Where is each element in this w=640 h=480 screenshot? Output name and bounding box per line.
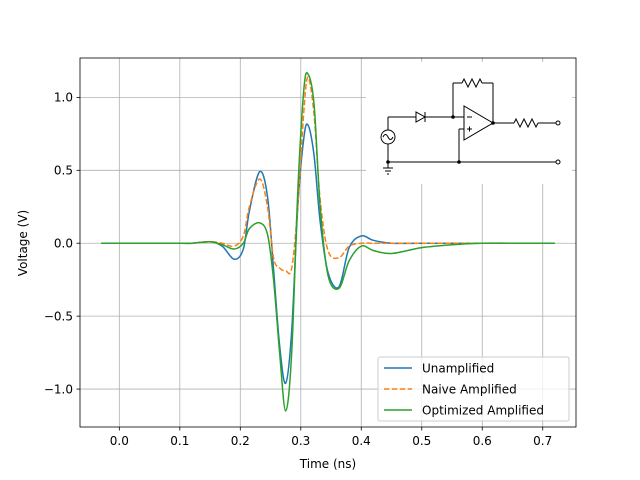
y-tick-label: 0.0: [54, 236, 73, 250]
y-tick-label: 0.5: [54, 164, 73, 178]
diode-icon: [415, 111, 427, 123]
legend-label-unamplified: Unamplified: [422, 362, 494, 376]
node-dot-output: [491, 121, 495, 125]
output-terminal-icon: [555, 120, 561, 126]
plot-frame: [79, 57, 577, 428]
series-lines: [101, 72, 555, 412]
x-tick-label: 0.0: [110, 434, 129, 448]
node-dot-ground-left: [386, 160, 390, 164]
axis-ticks: 0.0 0.1 0.2 0.3 0.4 0.5 0.6 0.7 −1.0 −0.5 0.0 0.5 1.…: [44, 91, 552, 448]
x-tick-label: 0.4: [352, 434, 371, 448]
x-tick-label: 0.3: [291, 434, 310, 448]
feedback-resistor-icon: [461, 77, 483, 89]
ground-terminal-icon: [555, 159, 561, 165]
y-tick-label: −1.0: [44, 382, 73, 396]
output-resistor-icon: [513, 117, 539, 129]
x-axis-label: Time (ns): [299, 457, 356, 471]
series-line-naive-amplified: [101, 76, 555, 275]
op-amp-icon: [463, 105, 494, 141]
ac-source-wave: [382, 134, 394, 140]
legend-label-optimized-amplified: Optimized Amplified: [422, 404, 544, 418]
y-tick-label: −0.5: [44, 309, 73, 323]
circuit-schematic-inset: [366, 62, 572, 184]
x-tick-label: 0.7: [533, 434, 552, 448]
y-axis-label: Voltage (V): [16, 210, 30, 276]
y-tick-label: 1.0: [54, 91, 73, 105]
x-tick-label: 0.6: [473, 434, 492, 448]
node-dot-ground-plus: [457, 160, 461, 164]
series-line-optimized-amplified: [101, 72, 555, 412]
node-dot-input: [451, 115, 455, 119]
x-tick-label: 0.1: [170, 434, 189, 448]
legend-box: [377, 356, 570, 422]
x-tick-label: 0.2: [231, 434, 250, 448]
legend: Unamplified Naive Amplified Optimized Am…: [377, 356, 570, 422]
x-tick-label: 0.5: [412, 434, 431, 448]
legend-label-naive-amplified: Naive Amplified: [422, 383, 517, 397]
